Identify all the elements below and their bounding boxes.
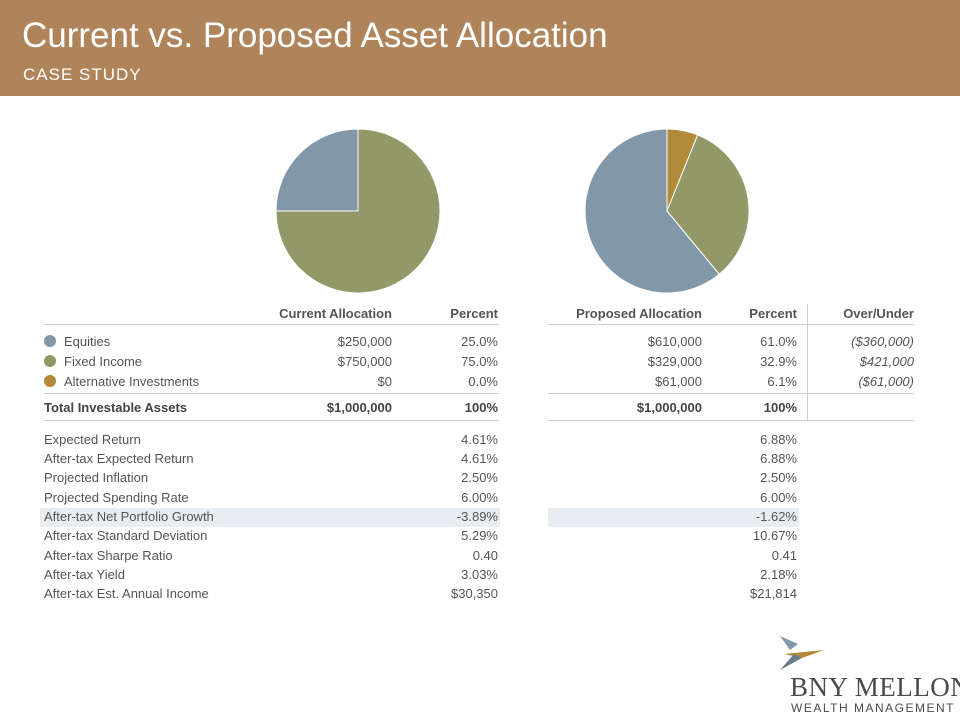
asset-label: Alternative Investments	[64, 374, 200, 389]
equities-legend-dot	[44, 335, 56, 347]
metric-proposed: -1.62%	[755, 509, 797, 524]
logo-subtitle: WEALTH MANAGEMENT	[791, 701, 955, 715]
metric-current: 6.00%	[461, 490, 498, 505]
metric-current: 5.29%	[461, 528, 498, 543]
header-current-allocation: Current Allocation	[279, 306, 392, 321]
metric-current: 2.50%	[461, 470, 498, 485]
metric-current: 4.61%	[461, 451, 498, 466]
asset-current-pct: 75.0%	[461, 354, 498, 369]
asset-proposed-pct: 32.9%	[760, 354, 797, 369]
metric-proposed: 6.88%	[760, 451, 797, 466]
asset-proposed-pct: 61.0%	[760, 334, 797, 349]
metric-label: After-tax Yield	[44, 567, 125, 582]
metric-proposed: 6.88%	[760, 432, 797, 447]
header-over-under: Over/Under	[843, 306, 914, 321]
divider	[548, 393, 914, 394]
pie-slice-fixed-income	[275, 128, 441, 294]
asset-current-pct: 25.0%	[461, 334, 498, 349]
asset-over-under: ($360,000)	[851, 334, 914, 349]
asset-over-under: $421,000	[859, 354, 914, 369]
pie-slice-fixed-income	[666, 134, 750, 275]
pie-slice-equities	[275, 128, 359, 212]
asset-label: Fixed Income	[64, 354, 143, 369]
highlight-row	[40, 508, 500, 527]
total-proposed: $1,000,000	[636, 400, 702, 415]
divider	[548, 420, 914, 421]
metric-proposed: 2.50%	[760, 470, 797, 485]
divider	[44, 420, 499, 421]
metric-label: After-tax Sharpe Ratio	[44, 548, 173, 563]
header-proposed-percent: Percent	[749, 306, 797, 321]
metric-label: After-tax Standard Deviation	[44, 528, 208, 543]
header-bar: Current vs. Proposed Asset Allocation CA…	[0, 0, 960, 96]
metric-label: After-tax Net Portfolio Growth	[44, 509, 214, 524]
alternative-legend-dot	[44, 375, 56, 387]
divider	[44, 393, 499, 394]
total-current-pct: 100%	[464, 400, 498, 415]
page-subtitle: CASE STUDY	[23, 65, 142, 84]
metric-current: 3.03%	[461, 567, 498, 582]
current-allocation-pie	[275, 128, 441, 294]
metric-label: Expected Return	[44, 432, 141, 447]
divider	[548, 324, 914, 325]
fixed-income-legend-dot	[44, 355, 56, 367]
asset-proposed: $61,000	[655, 374, 702, 389]
asset-current: $750,000	[337, 354, 392, 369]
asset-proposed: $329,000	[647, 354, 702, 369]
asset-proposed-pct: 6.1%	[767, 374, 797, 389]
metric-label: After-tax Est. Annual Income	[44, 586, 209, 601]
asset-proposed: $610,000	[647, 334, 702, 349]
metric-proposed: 2.18%	[760, 567, 797, 582]
header-proposed-allocation: Proposed Allocation	[576, 306, 702, 321]
asset-current: $250,000	[337, 334, 392, 349]
pie-slice-equities	[584, 128, 720, 294]
asset-current: $0	[377, 374, 392, 389]
asset-over-under: ($61,000)	[858, 374, 914, 389]
proposed-allocation-pie	[584, 128, 750, 294]
asset-current-pct: 0.0%	[468, 374, 498, 389]
metric-current: $30,350	[451, 586, 498, 601]
asset-label: Equities	[64, 334, 111, 349]
metric-proposed: 6.00%	[760, 490, 797, 505]
metric-proposed: 0.41	[771, 548, 797, 563]
metric-label: Projected Inflation	[44, 470, 149, 485]
metric-label: After-tax Expected Return	[44, 451, 194, 466]
metric-proposed: 10.67%	[752, 528, 797, 543]
metric-current: 4.61%	[461, 432, 498, 447]
metric-label: Projected Spending Rate	[44, 490, 189, 505]
header-current-percent: Percent	[450, 306, 498, 321]
metric-current: 0.40	[472, 548, 498, 563]
highlight-row	[548, 508, 799, 527]
logo-name: BNY MELLON	[790, 672, 960, 702]
metric-current: -3.89%	[456, 509, 498, 524]
total-current: $1,000,000	[326, 400, 392, 415]
bny-mellon-logo-icon	[780, 636, 824, 670]
page-title: Current vs. Proposed Asset Allocation	[22, 16, 608, 55]
metric-proposed: $21,814	[750, 586, 797, 601]
total-proposed-pct: 100%	[763, 400, 797, 415]
divider	[44, 324, 499, 325]
total-label: Total Investable Assets	[44, 400, 188, 415]
divider	[807, 304, 808, 420]
